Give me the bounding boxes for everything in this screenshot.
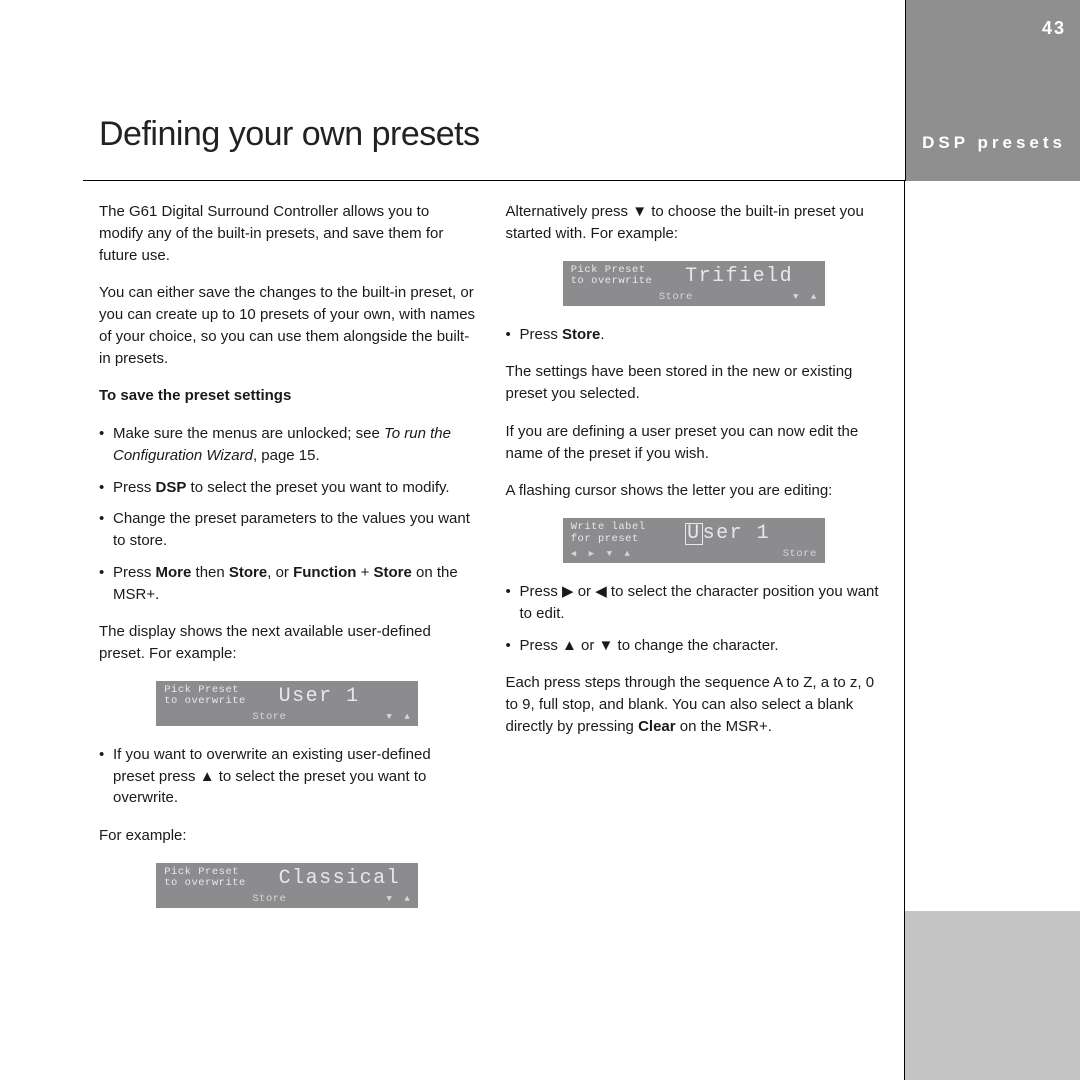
lcd-softkeys: Store ▼ ▲: [164, 893, 410, 907]
list-item: Press DSP to select the preset you want …: [99, 477, 476, 499]
manual-page: Defining your own presets 43 DSP presets…: [0, 0, 1080, 1080]
up-icon: ▲: [404, 711, 410, 724]
lcd-softkeys: ◀ ▶ ▼ ▲ Store: [571, 548, 817, 562]
list-item: Press ▲ or ▼ to change the character.: [506, 635, 883, 657]
lcd-store-label: Store: [659, 290, 693, 305]
lcd-value: User 1: [279, 682, 411, 711]
bullet-list: Make sure the menus are unlocked; see To…: [99, 423, 476, 605]
margin-top-left: [0, 0, 83, 181]
bullet-list: Press ▶ or ◀ to select the character pos…: [506, 581, 883, 656]
sidebar-header: 43 DSP presets: [905, 0, 1080, 181]
list-item: Press ▶ or ◀ to select the character pos…: [506, 581, 883, 625]
list-item: Press More then Store, or Function + Sto…: [99, 562, 476, 606]
lcd-display-user1: Pick Presetto overwrite User 1 Store ▼ ▲: [156, 681, 418, 726]
paragraph: Each press steps through the sequence A …: [506, 672, 883, 737]
sidebar-lower: [905, 181, 1080, 1080]
lcd-cursor: U: [685, 523, 703, 545]
paragraph: If you are defining a user preset you ca…: [506, 421, 883, 465]
lcd-store-label: Store: [252, 892, 286, 907]
paragraph: The G61 Digital Surround Controller allo…: [99, 201, 476, 266]
down-icon: ▼: [386, 711, 392, 724]
lcd-prompt: Pick Presetto overwrite: [164, 867, 278, 889]
lcd-store-label: Store: [783, 547, 817, 562]
subheading: To save the preset settings: [99, 385, 476, 407]
lcd-store-label: Store: [252, 710, 286, 725]
paragraph: A flashing cursor shows the letter you a…: [506, 480, 883, 502]
page-title: Defining your own presets: [99, 115, 480, 180]
lcd-softkeys: Store ▼ ▲: [571, 291, 817, 305]
up-icon: ▲: [811, 291, 817, 304]
margin-left: [0, 181, 83, 1080]
lcd-softkeys: Store ▼ ▲: [164, 711, 410, 725]
list-item: If you want to overwrite an existing use…: [99, 744, 476, 809]
column-left: The G61 Digital Surround Controller allo…: [99, 201, 476, 926]
paragraph: For example:: [99, 825, 476, 847]
list-item: Make sure the menus are unlocked; see To…: [99, 423, 476, 467]
right-icon: ▶: [589, 548, 595, 561]
lcd-prompt: Pick Presetto overwrite: [164, 685, 278, 707]
list-item: Press Store.: [506, 324, 883, 346]
sidebar-spacer: [905, 181, 1080, 911]
down-icon: ▼: [607, 548, 613, 561]
header-area: Defining your own presets: [83, 0, 905, 181]
down-icon: ▼: [793, 291, 799, 304]
up-icon: ▲: [625, 548, 631, 561]
lcd-value: User 1: [685, 519, 817, 548]
lcd-display-classical: Pick Presetto overwrite Classical Store …: [156, 863, 418, 908]
page-number: 43: [920, 18, 1066, 39]
down-icon: ▼: [386, 893, 392, 906]
lcd-value: Trifield: [685, 262, 817, 291]
lcd-value: Classical: [279, 864, 411, 893]
paragraph: The display shows the next available use…: [99, 621, 476, 665]
section-label: DSP presets: [920, 133, 1066, 153]
bullet-list: Press Store.: [506, 324, 883, 346]
paragraph: The settings have been stored in the new…: [506, 361, 883, 405]
left-icon: ◀: [571, 548, 577, 561]
paragraph: Alternatively press ▼ to choose the buil…: [506, 201, 883, 245]
bullet-list: If you want to overwrite an existing use…: [99, 744, 476, 809]
lcd-prompt: Write labelfor preset: [571, 522, 685, 544]
up-icon: ▲: [404, 893, 410, 906]
lcd-prompt: Pick Presetto overwrite: [571, 265, 685, 287]
lcd-display-write-label: Write labelfor preset User 1 ◀ ▶ ▼ ▲ Sto…: [563, 518, 825, 563]
body-content: The G61 Digital Surround Controller allo…: [83, 181, 905, 1080]
column-right: Alternatively press ▼ to choose the buil…: [506, 201, 883, 926]
lcd-display-trifield: Pick Presetto overwrite Trifield Store ▼…: [563, 261, 825, 306]
paragraph: You can either save the changes to the b…: [99, 282, 476, 369]
sidebar-grey-block: [905, 911, 1080, 1080]
list-item: Change the preset parameters to the valu…: [99, 508, 476, 552]
